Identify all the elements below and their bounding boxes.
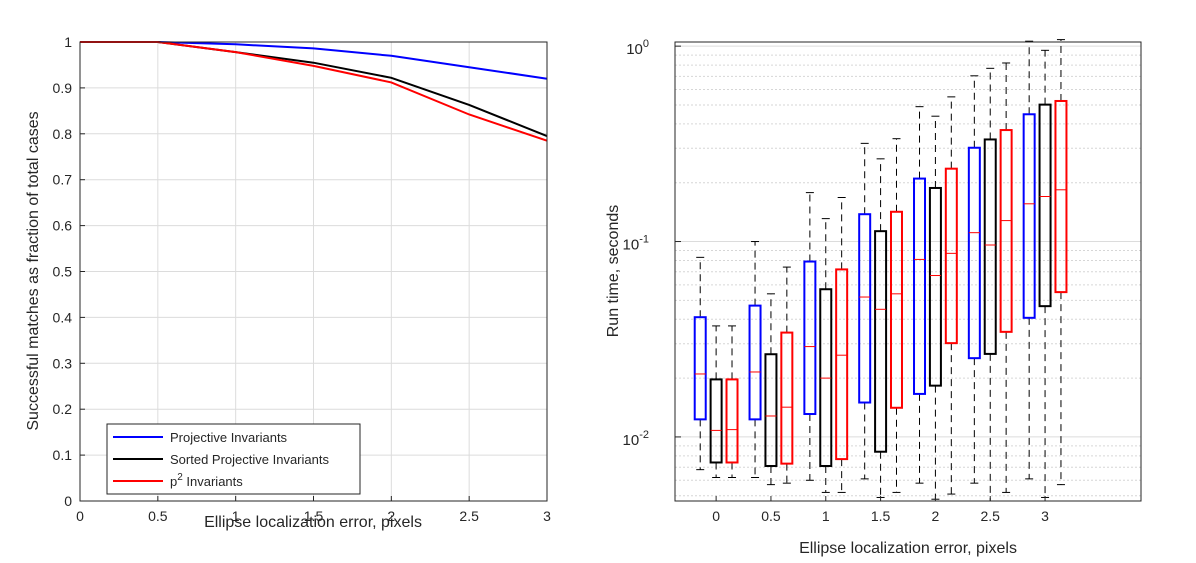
box-body: [983, 138, 997, 355]
legend-label-p2-sup: 2: [177, 472, 183, 483]
legend-label-sorted: Sorted Projective Invariants: [170, 452, 329, 467]
box-2-4: [944, 96, 958, 495]
box-0-2: [803, 192, 817, 481]
right-y-axis-label: Run time, seconds: [605, 205, 622, 338]
box-1-5: [983, 67, 997, 502]
right-x-tick-label: 2.5: [981, 508, 1001, 524]
left-y-tick-label: 0.2: [53, 401, 73, 417]
box-body: [1038, 103, 1052, 308]
box-1-1: [764, 293, 778, 486]
left-y-tick-label: 0.4: [53, 309, 73, 325]
success-rate-line-chart: 0 0.5 1 1.5 2 2.5 3 0 0.1 0.2 0.3 0.4 0.5 0.6 0.7 0.8 0.…: [25, 34, 551, 531]
left-y-tick-label: 0: [64, 493, 72, 509]
right-axes-frame: [674, 41, 1142, 502]
box-0-6: [1022, 40, 1036, 480]
left-x-tick-label: 2.5: [459, 508, 479, 524]
box-body: [858, 213, 872, 404]
box-body: [1022, 113, 1036, 319]
box-0-3: [858, 142, 872, 480]
left-y-axis-label: Successful matches as fraction of total …: [25, 111, 42, 430]
right-y-tick-label: 10-1: [623, 234, 649, 254]
box-body: [999, 129, 1013, 333]
legend-label-p2-base: p: [170, 474, 177, 489]
box-1-0: [709, 325, 723, 478]
box-0-1: [748, 241, 762, 478]
box-2-1: [780, 266, 794, 484]
right-y-tick-exponent: 0: [643, 38, 649, 50]
right-x-tick-label: 2: [932, 508, 940, 524]
box-body: [725, 378, 739, 464]
left-x-axis-label: Ellipse localization error, pixels: [204, 514, 422, 531]
box-1-4: [928, 115, 942, 500]
right-y-tick-exponent: -1: [639, 234, 649, 246]
left-y-tick-label: 0.7: [53, 172, 73, 188]
right-y-tick-label: 100: [626, 38, 649, 58]
right-y-tick-base: 10: [623, 237, 640, 254]
left-y-tick-label: 0.5: [53, 264, 73, 280]
right-grid: [675, 45, 1141, 497]
box-2-2: [835, 197, 849, 493]
box-body: [928, 186, 942, 387]
left-y-tick-label: 0.6: [53, 218, 73, 234]
left-x-tick-label: 2: [387, 508, 395, 524]
box-body: [967, 146, 981, 360]
left-x-tick-label: 3: [543, 508, 551, 524]
legend-label-projective: Projective Invariants: [170, 430, 288, 445]
box-body: [709, 378, 723, 464]
right-x-tick-label: 1: [822, 508, 830, 524]
right-y-tick-base: 10: [626, 41, 643, 58]
left-tick-labels: 0 0.5 1 1.5 2 2.5 3 0 0.1 0.2 0.3 0.4 0.5 0.6 0.7 0.8 0.…: [53, 34, 552, 524]
left-y-tick-label: 0.1: [53, 447, 73, 463]
right-y-tick-exponent: -2: [639, 429, 649, 441]
box-body: [944, 167, 958, 345]
box-0-5: [967, 75, 981, 484]
left-legend: Projective Invariants Sorted Projective …: [106, 423, 361, 495]
box-0-0: [693, 256, 707, 471]
left-x-tick-label: 1.5: [304, 508, 324, 524]
box-body: [780, 331, 794, 465]
left-y-tick-label: 0.9: [53, 80, 73, 96]
right-x-tick-label: 0.5: [761, 508, 781, 524]
right-boxes: [693, 39, 1068, 502]
left-x-tick-label: 0.5: [148, 508, 168, 524]
box-0-4: [913, 106, 927, 484]
left-y-tick-label: 1: [64, 34, 72, 50]
right-x-tick-label: 1.5: [871, 508, 891, 524]
box-body: [803, 260, 817, 416]
right-x-tick-label: 3: [1041, 508, 1049, 524]
right-y-tick-base: 10: [623, 432, 640, 449]
left-x-tick-label: 1: [232, 508, 240, 524]
box-1-3: [874, 158, 888, 498]
left-y-tick-label: 0.3: [53, 355, 73, 371]
box-body: [889, 210, 903, 409]
legend-label-p2-rest: Invariants: [183, 474, 243, 489]
box-body: [693, 316, 707, 421]
legend-label-p2: p2 Invariants: [170, 472, 243, 489]
box-body: [1054, 99, 1068, 294]
left-x-tick-label: 0: [76, 508, 84, 524]
box-body: [764, 353, 778, 467]
box-2-3: [889, 138, 903, 493]
box-1-2: [819, 218, 833, 493]
right-y-tick-label: 10-2: [623, 429, 649, 449]
box-body: [835, 268, 849, 461]
box-body: [874, 230, 888, 453]
box-2-5: [999, 62, 1013, 493]
right-x-axis-label: Ellipse localization error, pixels: [799, 540, 1017, 557]
box-body: [913, 177, 927, 395]
left-y-tick-label: 0.8: [53, 126, 73, 142]
box-2-0: [725, 325, 739, 478]
right-x-tick-label: 0: [712, 508, 720, 524]
box-body: [748, 304, 762, 421]
box-2-6: [1054, 39, 1068, 486]
